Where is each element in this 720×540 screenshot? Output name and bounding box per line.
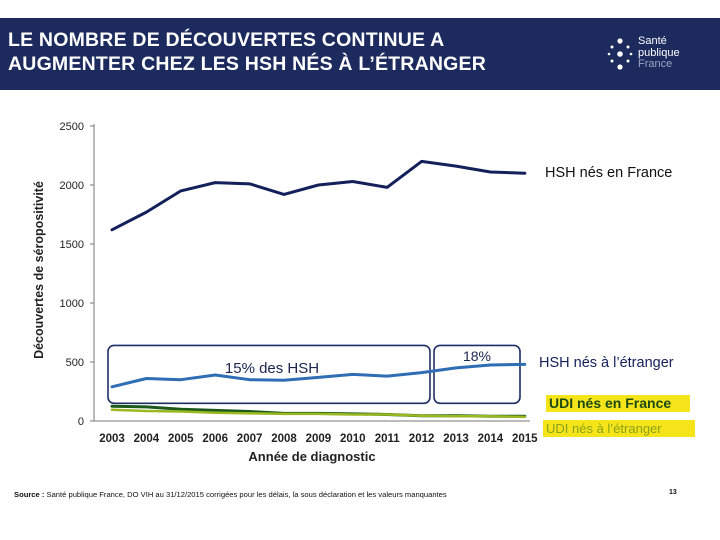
slide-title-line-1: LE NOMBRE DE DÉCOUVERTES CONTINUE A [8, 29, 445, 51]
annotation-label-18pct: 18% [463, 348, 491, 364]
x-tick-label: 2007 [237, 433, 263, 445]
y-tick-label: 2000 [60, 180, 84, 192]
y-tick-label: 1500 [60, 239, 84, 251]
x-tick-label: 2005 [168, 433, 194, 445]
series-line-1 [110, 362, 527, 389]
y-tick-label: 500 [66, 357, 84, 369]
x-tick-label: 2009 [306, 433, 332, 445]
y-tick-label: 1000 [60, 298, 84, 310]
source-note: Source : Santé publique France, DO VIH a… [14, 490, 447, 499]
annotation-box-15pct [107, 344, 431, 405]
x-tick-label: 2014 [478, 433, 504, 445]
x-tick-label: 2012 [409, 433, 435, 445]
page-number: 13 [669, 489, 677, 496]
x-tick-label: 2015 [512, 433, 538, 445]
slide-title: LE NOMBRE DE DÉCOUVERTES CONTINUE A AUGM… [8, 28, 528, 76]
series-label-2: UDI nés en France [549, 395, 671, 411]
title-banner: LE NOMBRE DE DÉCOUVERTES CONTINUE A AUGM… [0, 18, 720, 90]
source-label: Source : [14, 490, 45, 499]
x-tick-label: 2008 [271, 433, 297, 445]
logo-line-3: France [638, 58, 673, 70]
x-tick-label: 2011 [375, 433, 401, 445]
y-tick-label: 2500 [60, 121, 84, 133]
x-tick-label: 2013 [443, 433, 469, 445]
y-axis-title: Découvertes de séropositivité [32, 181, 46, 359]
x-tick-label: 2006 [202, 433, 228, 445]
sante-publique-france-logo: Santé publique France [606, 32, 706, 80]
logo-line-1: Santé [638, 35, 667, 47]
series-label-highlight-3 [543, 420, 695, 437]
series-label-1: HSH nés à l’étranger [539, 355, 674, 371]
series-line-3 [110, 408, 527, 419]
x-axis-title: Année de diagnostic [248, 449, 375, 464]
y-tick-label: 0 [78, 416, 84, 428]
series-label-0: HSH nés en France [545, 165, 672, 181]
line-chart: 0 500 1000 1500 2000 2500 2003 2004 2005 2006 2007… [32, 121, 695, 464]
slide-title-line-2: AUGMENTER CHEZ LES HSH NÉS À L’ÉTRANGER [8, 53, 486, 75]
logo-line-2: publique [638, 46, 680, 59]
annotation-label-15pct: 15% des HSH [225, 360, 319, 377]
x-tick-label: 2003 [99, 433, 125, 445]
series-label-3: UDI nés à l’étranger [546, 421, 662, 436]
logo-wordmark: Santé publique France [638, 35, 680, 71]
source-text: Santé publique France, DO VIH au 31/12/2… [46, 490, 447, 499]
x-tick-label: 2010 [340, 433, 366, 445]
series-label-highlight-2 [546, 395, 690, 412]
annotation-box-18pct [433, 344, 521, 405]
x-tick-label: 2004 [134, 433, 160, 445]
logo-dots-icon [607, 38, 633, 70]
series-line-0 [110, 159, 527, 232]
